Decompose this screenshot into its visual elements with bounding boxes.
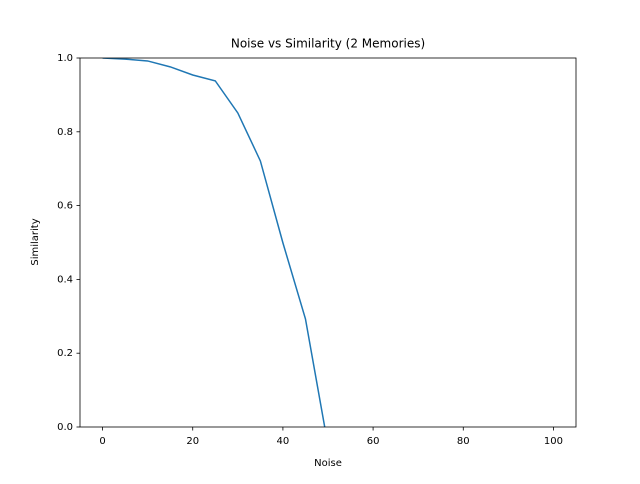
x-tick-label: 60 [367, 436, 380, 447]
y-tick-label: 0.4 [57, 274, 73, 285]
plot-area [102, 58, 326, 427]
y-tick-label: 0.2 [57, 348, 73, 359]
x-tick-label: 80 [457, 436, 470, 447]
y-axis-label: Similarity [30, 218, 41, 265]
axes-frame [79, 57, 577, 428]
y-tick-label: 0.8 [57, 127, 73, 138]
x-axis-label: Noise [314, 458, 342, 469]
y-tick-label: 0.6 [57, 201, 73, 212]
line-series [102, 58, 326, 427]
x-tick-label: 0 [99, 436, 105, 447]
x-tick-label: 100 [544, 436, 563, 447]
y-tick-label: 1.0 [57, 53, 73, 64]
x-tick-label: 20 [186, 436, 199, 447]
y-tick-label: 0.0 [57, 422, 73, 433]
chart-title: Noise vs Similarity (2 Memories) [231, 37, 425, 51]
x-tick-label: 40 [277, 436, 290, 447]
